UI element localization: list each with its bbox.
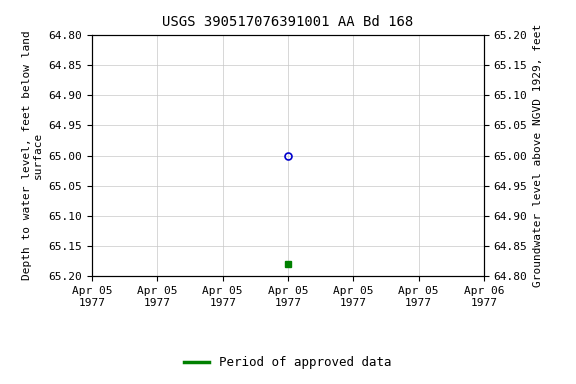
- Legend: Period of approved data: Period of approved data: [179, 351, 397, 374]
- Y-axis label: Depth to water level, feet below land
surface: Depth to water level, feet below land su…: [21, 31, 43, 280]
- Y-axis label: Groundwater level above NGVD 1929, feet: Groundwater level above NGVD 1929, feet: [533, 24, 543, 287]
- Title: USGS 390517076391001 AA Bd 168: USGS 390517076391001 AA Bd 168: [162, 15, 414, 29]
